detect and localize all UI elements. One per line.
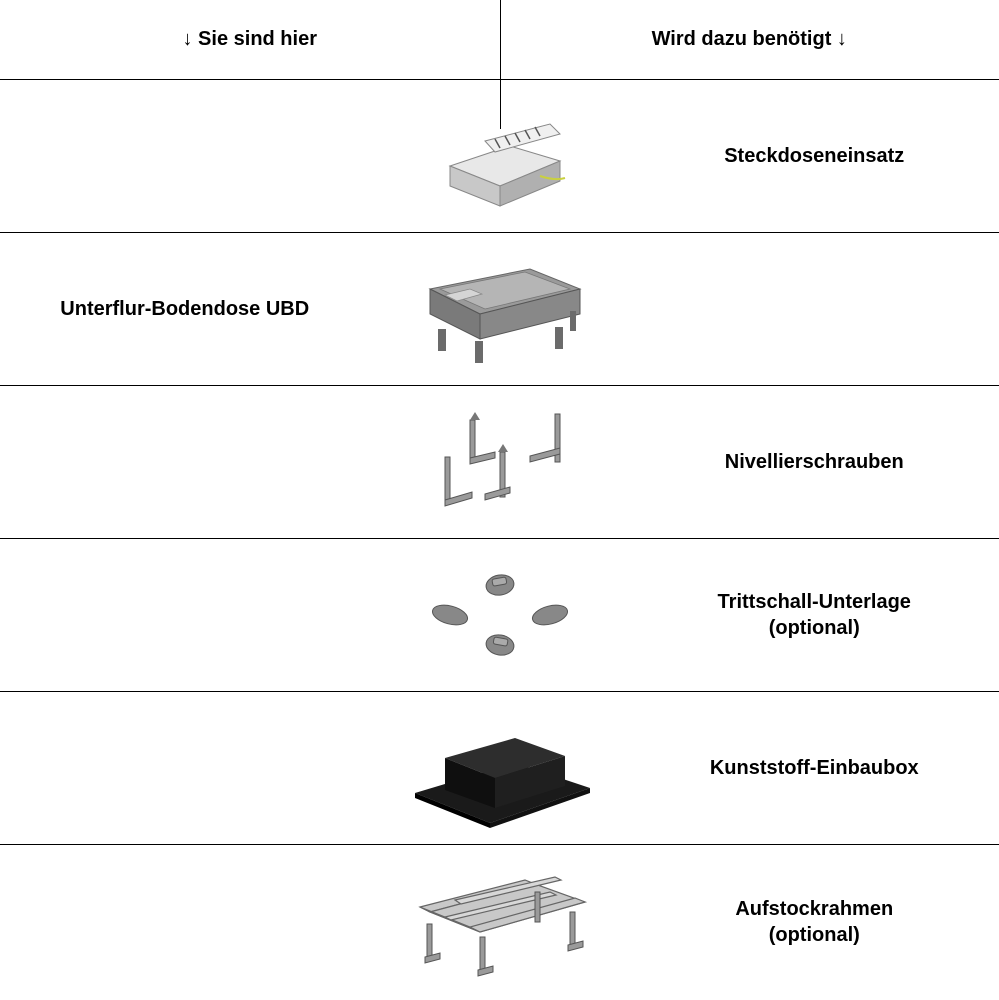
table-row: Aufstockrahmen(optional) (0, 845, 999, 998)
product-assembly-table: ↓ Sie sind hier Wird dazu benötigt ↓ (0, 0, 999, 1000)
row-left-label: Unterflur-Bodendose UBD (0, 298, 370, 321)
sound-pads-icon (370, 560, 630, 670)
table-row: Trittschall-Unterlage(optional) (0, 539, 999, 692)
header-right-label: Wird dazu benötigt ↓ (500, 0, 999, 79)
extension-frame-icon (370, 852, 630, 992)
row-right-label: Trittschall-Unterlage(optional) (630, 589, 999, 641)
floor-box-icon (370, 239, 630, 379)
plastic-box-icon (370, 698, 630, 838)
leveling-screws-icon (370, 402, 630, 522)
row-right-label: Nivellierschrauben (630, 451, 999, 474)
header-left-label: ↓ Sie sind hier (0, 0, 500, 79)
header-divider (500, 0, 502, 129)
row-right-label: Steckdoseneinsatz (630, 145, 999, 168)
table-header: ↓ Sie sind hier Wird dazu benötigt ↓ (0, 0, 999, 80)
table-row: Unterflur-Bodendose UBD (0, 233, 999, 386)
row-right-label: Aufstockrahmen(optional) (630, 896, 999, 948)
row-right-label: Kunststoff-Einbaubox (630, 757, 999, 780)
table-row: Nivellierschrauben (0, 386, 999, 539)
table-row: Kunststoff-Einbaubox (0, 692, 999, 845)
